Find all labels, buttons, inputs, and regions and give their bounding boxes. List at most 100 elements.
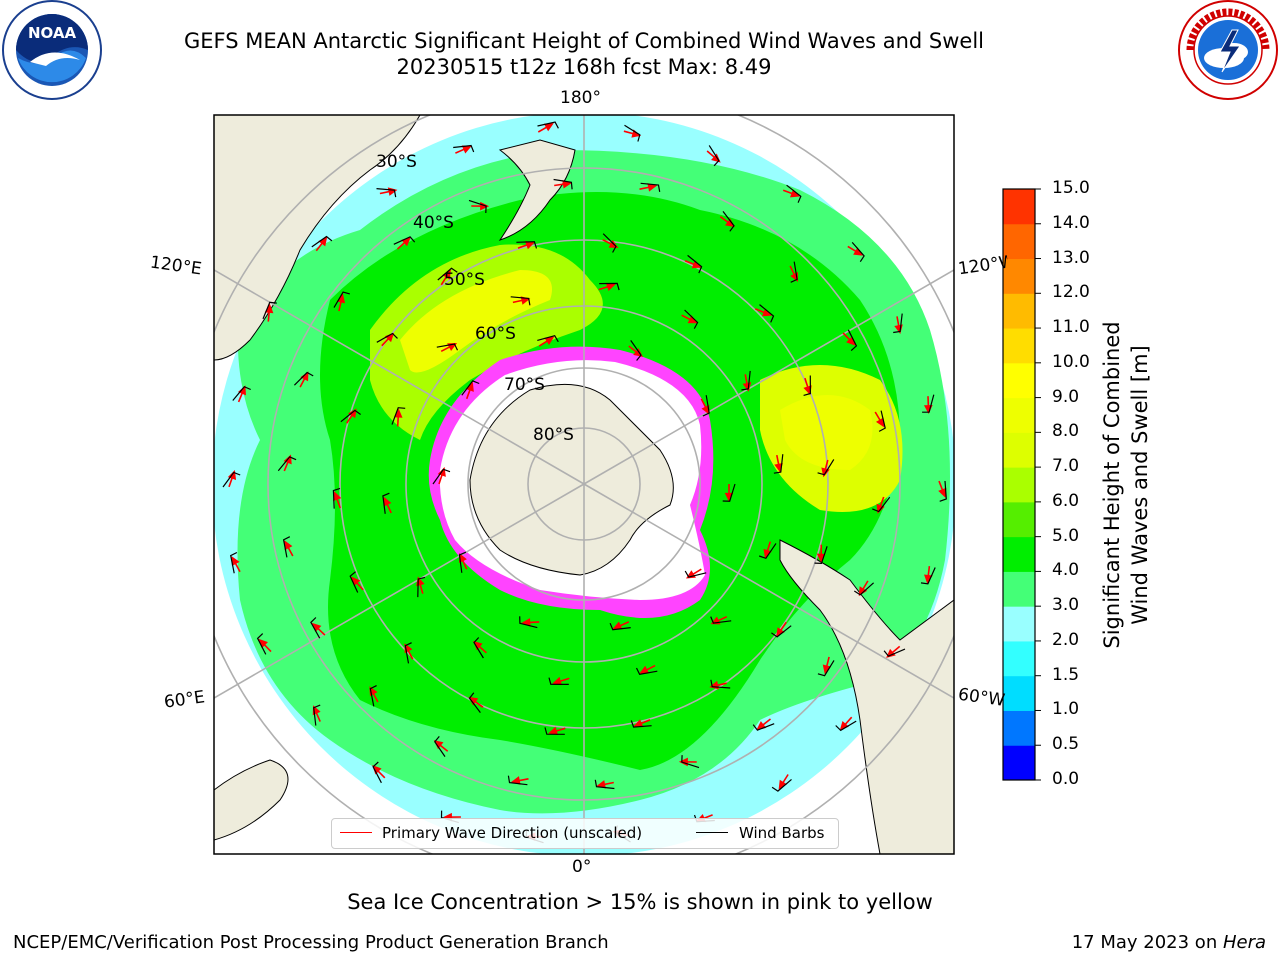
wind-barb	[382, 492, 390, 514]
colorbar-band	[1003, 675, 1035, 711]
colorbar-tick-label: 4.0	[1052, 560, 1080, 581]
colorbar-band	[1003, 745, 1035, 781]
wind-barb	[458, 551, 467, 573]
wind-barb	[847, 329, 858, 352]
colorbar-label-line2: Wind Waves and Swell [m]	[1128, 345, 1152, 625]
wind-barb	[602, 233, 617, 253]
noaa-logo: NOAA	[2, 0, 102, 100]
land-new-zealand	[498, 139, 576, 241]
wind-barb	[293, 371, 314, 386]
colorbar-band	[1003, 640, 1035, 677]
legend-wave-swatch	[340, 832, 372, 833]
colorbar-tick-label: 2.0	[1052, 629, 1080, 650]
wave-arrow-head	[875, 417, 885, 428]
colorbar-tick-label: 5.0	[1052, 525, 1080, 546]
wind-barb	[759, 543, 777, 560]
wind-barb	[893, 313, 903, 334]
wind-barb	[722, 483, 736, 502]
wind-barb	[878, 410, 886, 432]
colorbar	[1002, 188, 1041, 781]
colorbar-tick-label: 6.0	[1052, 490, 1080, 511]
chart-subtitle: 20230515 t12z 168h fcst Max: 8.49	[396, 55, 772, 79]
wind-barb	[835, 720, 857, 732]
colorbar-frame	[1002, 188, 1036, 781]
wind-barb	[814, 546, 828, 565]
wind-barb	[510, 296, 531, 306]
wave-arrow-head	[548, 726, 559, 735]
wave-arrow-head	[393, 408, 403, 418]
colorbar-tick-label: 11.0	[1052, 317, 1090, 338]
wave-arrow-head	[521, 618, 531, 627]
wave-arrow-head	[938, 487, 947, 498]
wind-barb	[722, 211, 735, 232]
colorbar-band	[1003, 501, 1035, 538]
wind-barb	[883, 648, 906, 657]
lat-label-70s: 70°S	[504, 375, 545, 395]
colorbar-label-line1: Significant Height of Combined	[1100, 321, 1124, 649]
antarctica-land	[469, 383, 674, 576]
wave-arrow-head	[633, 719, 644, 728]
colorbar-tick-label: 15.0	[1052, 178, 1090, 198]
colorbar-band	[1003, 328, 1035, 364]
colorbar-band	[1003, 397, 1035, 433]
footer-branch: NCEP/EMC/Verification Post Processing Pr…	[13, 932, 609, 953]
legend-wave-label: Primary Wave Direction (unscaled)	[382, 824, 643, 842]
wave-arrow-head	[778, 779, 788, 790]
colorbar-band	[1003, 710, 1035, 746]
wind-barb	[803, 375, 812, 396]
wave-arrow-head	[231, 556, 240, 567]
wind-barb	[708, 145, 720, 167]
wind-barb	[282, 536, 291, 558]
wind-barb	[516, 241, 538, 249]
wind-barb	[548, 677, 569, 685]
lat-label-60s: 60°S	[475, 324, 516, 344]
wind-barb	[640, 182, 661, 193]
wave-arrow-head	[552, 676, 563, 686]
map-panel	[214, 115, 954, 854]
wave-arrow-head	[544, 336, 555, 346]
wave-field-7m-east	[780, 395, 873, 470]
wind-barb	[468, 692, 481, 713]
colorbar-band	[1003, 189, 1035, 225]
lat-label-50s: 50°S	[444, 270, 485, 290]
wind-barb	[773, 454, 784, 474]
wind-barb	[391, 407, 406, 425]
colorbar-label: Significant Height of Combined Wind Wave…	[1098, 275, 1158, 695]
wave-arrow-head	[596, 780, 606, 789]
wind-barb	[771, 778, 792, 792]
wind-barb	[759, 304, 775, 323]
wind-barb	[372, 761, 382, 784]
wind-barb	[432, 468, 451, 485]
colorbar-tick-label: 1.5	[1052, 664, 1080, 685]
colorbar-band	[1003, 467, 1035, 503]
wave-arrow-head	[336, 293, 346, 304]
wave-arrow-head	[383, 496, 392, 507]
wind-barb	[635, 667, 658, 675]
wind-barb	[311, 235, 333, 248]
wave-arrow-head	[761, 308, 772, 317]
wind-barb	[790, 261, 798, 283]
wind-barb	[333, 291, 350, 308]
wind-barb	[681, 755, 700, 769]
wind-barb	[630, 340, 642, 361]
chart-title: GEFS MEAN Antarctic Significant Height o…	[183, 29, 985, 53]
wind-barb	[473, 637, 484, 659]
wind-barb	[920, 567, 936, 585]
wave-arrow-head	[333, 491, 342, 502]
wind-barb	[222, 471, 241, 488]
wave-arrow-head	[647, 183, 658, 192]
wind-barb	[741, 370, 751, 391]
colorbar-band	[1003, 362, 1035, 399]
wind-barb	[230, 551, 238, 574]
wind-barb	[609, 622, 631, 631]
lat-label-30s: 30°S	[376, 152, 417, 172]
wind-barb	[256, 633, 267, 655]
wind-barb	[684, 570, 707, 578]
wind-barb	[349, 571, 359, 593]
wind-barb	[771, 625, 792, 638]
wind-barb	[710, 616, 732, 624]
footer-host: Hera	[1222, 932, 1266, 953]
wind-barb	[684, 309, 699, 329]
colorbar-tick-label: 7.0	[1052, 456, 1080, 477]
